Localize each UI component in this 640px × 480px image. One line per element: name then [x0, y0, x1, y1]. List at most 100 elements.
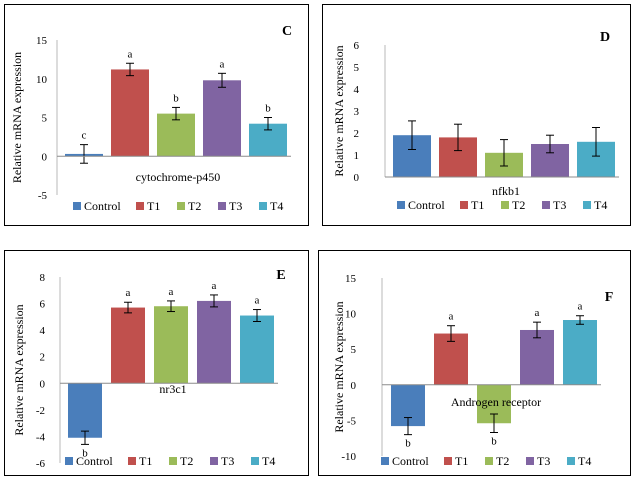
y-tick-label: -5: [347, 415, 357, 427]
legend-label-t3: T3: [537, 454, 550, 468]
legend-swatch-control: [381, 457, 389, 465]
legend-swatch-t3: [526, 457, 534, 465]
y-tick-label: 10: [345, 309, 357, 321]
significance-letter: a: [126, 287, 131, 299]
legend-label-t4: T4: [262, 454, 275, 468]
y-tick-label: 3: [354, 106, 360, 118]
legend-swatch-t2: [169, 457, 177, 465]
bar-t1: [111, 69, 149, 157]
y-tick-label: 6: [40, 299, 46, 311]
legend-swatch-t1: [128, 457, 136, 465]
legend-label-t2: T2: [496, 454, 509, 468]
legend-swatch-t3: [542, 201, 550, 209]
chart-title: nfkb1: [492, 184, 520, 198]
y-axis-label: Relative mRNA expression: [332, 301, 346, 432]
panel-letter: D: [600, 30, 610, 45]
bar-t3: [203, 80, 241, 157]
bar-t1: [434, 333, 468, 385]
legend-label-t4: T4: [578, 454, 591, 468]
y-tick-label: 5: [351, 344, 357, 356]
significance-letter: b: [82, 447, 88, 459]
panel-letter: E: [276, 268, 285, 283]
legend-label-t1: T1: [139, 454, 152, 468]
panel-nr3c1: -6 -4 -2 0 2 4 6 8 Relative mRNA expression b a a a a…: [4, 250, 309, 476]
legend-swatch-t1: [460, 201, 468, 209]
legend-swatch-control: [397, 201, 405, 209]
legend-label-t2: T2: [188, 199, 201, 213]
legend-label-t1: T1: [147, 199, 160, 213]
legend-swatch-t4: [251, 457, 259, 465]
bar-t1: [111, 307, 145, 384]
chart-nr3c1: -6 -4 -2 0 2 4 6 8 Relative mRNA expression b a a a a…: [12, 268, 286, 470]
legend-label-control: Control: [84, 199, 121, 213]
legend-label-t2: T2: [180, 454, 193, 468]
legend-swatch-t2: [501, 201, 509, 209]
y-tick-label: 5: [42, 113, 48, 125]
y-axis-label: Relative mRNA expression: [10, 52, 24, 183]
bar-t2: [154, 306, 188, 384]
significance-letter: a: [449, 311, 454, 323]
legend-label-control: Control: [76, 454, 113, 468]
legend-swatch-t1: [444, 457, 452, 465]
y-tick-label: -5: [38, 190, 48, 202]
significance-letter: c: [82, 130, 87, 142]
chart-title: cytochrome-p450: [136, 170, 221, 184]
y-tick-label: 0: [354, 172, 360, 184]
y-tick-label: 10: [36, 74, 48, 86]
chart-androgen-receptor: -10 -5 0 5 10 15 Relative mRNA expression b a b a a…: [332, 273, 614, 468]
legend-label-t4: T4: [594, 198, 607, 212]
panel-letter: C: [282, 24, 292, 39]
y-tick-label: 2: [354, 128, 360, 140]
legend-label-t2: T2: [512, 198, 525, 212]
legend-swatch-t2: [485, 457, 493, 465]
bar-control: [68, 383, 102, 438]
legend-swatch-t4: [583, 201, 591, 209]
bar-t4: [240, 315, 274, 384]
y-tick-label: 0: [351, 380, 357, 392]
legend-label-t3: T3: [229, 199, 242, 213]
y-tick-label: 6: [354, 40, 360, 52]
y-tick-label: 5: [354, 62, 360, 74]
panel-androgen-receptor: -10 -5 0 5 10 15 Relative mRNA expression b a b a a…: [318, 250, 631, 476]
bar-t4: [563, 320, 597, 385]
legend-swatch-t2: [177, 202, 185, 210]
y-tick-label: -4: [36, 431, 46, 443]
legend-label-control: Control: [408, 198, 445, 212]
y-tick-label: 4: [354, 84, 360, 96]
bar-t3: [197, 300, 231, 384]
y-axis-label: Relative mRNA expression: [332, 45, 346, 176]
y-tick-label: -6: [36, 458, 46, 470]
y-tick-label: 1: [354, 150, 360, 162]
bar-t2: [157, 113, 195, 157]
y-tick-label: 8: [40, 272, 46, 284]
y-tick-label: 4: [40, 325, 46, 337]
significance-letter: a: [212, 280, 217, 292]
chart-title: Androgen receptor: [451, 395, 541, 409]
y-tick-label: 15: [36, 35, 48, 47]
panel-nfkb1: 0 1 2 3 4 5 6 Relative mRNA expression nfkb1 D Con…: [322, 4, 631, 226]
significance-letter: a: [255, 295, 260, 307]
y-tick-label: 0: [42, 151, 48, 163]
legend-swatch-t3: [210, 457, 218, 465]
chart-title: nr3c1: [159, 382, 186, 396]
significance-letter: b: [173, 92, 179, 104]
bar-t3: [520, 329, 554, 385]
panel-cytochrome-p450: -5 0 5 10 15 Relative mRNA expression c a b a b cyt…: [4, 4, 309, 226]
panel-letter: F: [605, 290, 614, 305]
significance-letter: a: [578, 301, 583, 313]
significance-letter: b: [265, 103, 271, 115]
legend-swatch-control: [73, 202, 81, 210]
legend-label-t1: T1: [455, 454, 468, 468]
legend-label-t4: T4: [270, 199, 283, 213]
y-tick-label: 15: [345, 273, 357, 285]
legend-label-t1: T1: [471, 198, 484, 212]
legend-swatch-control: [65, 457, 73, 465]
legend-swatch-t3: [218, 202, 226, 210]
legend-swatch-t1: [136, 202, 144, 210]
legend-label-t3: T3: [553, 198, 566, 212]
legend-label-t3: T3: [221, 454, 234, 468]
legend-label-control: Control: [392, 454, 429, 468]
y-tick-label: 0: [40, 378, 46, 390]
y-tick-label: -10: [341, 451, 356, 463]
significance-letter: b: [491, 436, 497, 448]
